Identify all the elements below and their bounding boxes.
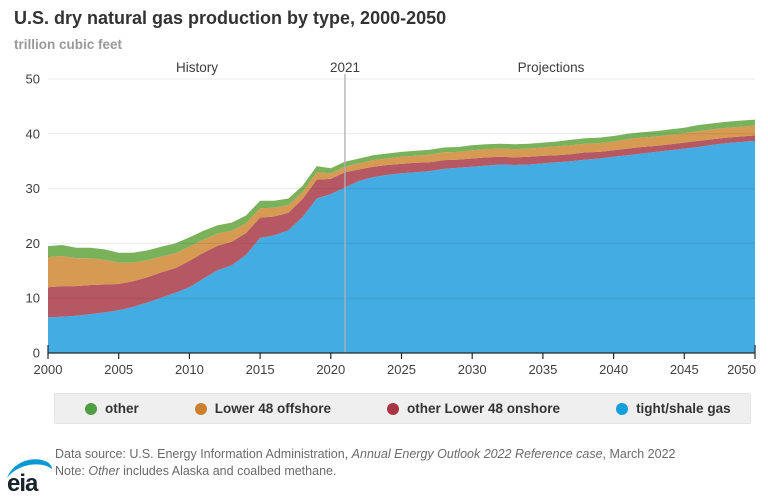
data-source-text: Data source: U.S. Energy Information Adm…	[55, 447, 352, 461]
legend-label: other Lower 48 onshore	[407, 401, 561, 416]
lower-48-offshore-legend-dot	[194, 402, 207, 415]
chart-legend: other Lower 48 offshore other Lower 48 o…	[54, 393, 751, 424]
note-italic: Other	[88, 464, 120, 478]
y-tick-label: 50	[26, 72, 40, 87]
data-source-suffix: , March 2022	[602, 447, 676, 461]
y-tick-label: 0	[33, 346, 40, 361]
history-zone-label: History	[175, 60, 219, 75]
note-suffix: includes Alaska and coalbed methane.	[119, 464, 337, 478]
x-tick-label: 2035	[528, 362, 557, 377]
eia-logo-text: eia	[7, 470, 39, 494]
x-tick-label: 2005	[104, 362, 133, 377]
projections-zone-label: Projections	[517, 60, 585, 75]
y-axis-labels: 0 10 20 30 40 50	[26, 72, 40, 361]
eia-logo-swoosh	[7, 459, 52, 478]
data-source-italic: Annual Energy Outlook 2022 Reference cas…	[351, 447, 603, 461]
footer-text: Data source: U.S. Energy Information Adm…	[55, 446, 733, 480]
x-tick-label: 2025	[387, 362, 416, 377]
legend-item-lower-48-offshore: Lower 48 offshore	[194, 401, 332, 416]
legend-label: tight/shale gas	[636, 401, 731, 416]
y-tick-label: 40	[26, 126, 40, 141]
area-other-lower-48-onshore	[48, 135, 755, 318]
x-tick-label: 2030	[458, 362, 487, 377]
legend-item-tight-shale-gas: tight/shale gas	[616, 401, 731, 416]
x-tick-label: 2010	[175, 362, 204, 377]
tight-shale-gas-legend-dot	[616, 402, 629, 415]
x-axis: 2000 2005 2010 2015 2020 2025 2030 2035 2040 2045…	[34, 345, 756, 377]
x-tick-label: 2050	[727, 362, 756, 377]
y-tick-label: 20	[26, 236, 40, 251]
gridlines	[48, 78, 755, 299]
area-other	[48, 119, 755, 263]
legend-label: Lower 48 offshore	[214, 401, 332, 416]
legend-item-other-lower-48-onshore: other Lower 48 onshore	[387, 401, 560, 416]
chart-units-label: trillion cubic feet	[14, 37, 123, 52]
legend-item-other: other	[85, 401, 139, 416]
x-tick-label: 2020	[316, 362, 345, 377]
note-text: Note:	[55, 464, 89, 478]
y-tick-label: 30	[26, 181, 40, 196]
x-tick-label: 2040	[599, 362, 628, 377]
area-lower-48-offshore	[48, 125, 755, 288]
other-lower-48-onshore-legend-dot	[387, 402, 400, 415]
page-title: U.S. dry natural gas production by type,…	[14, 8, 447, 28]
x-tick-label: 2000	[34, 362, 63, 377]
other-legend-dot	[85, 402, 97, 415]
legend-label: other	[105, 401, 139, 416]
x-tick-label: 2045	[670, 362, 699, 377]
y-tick-label: 10	[26, 291, 40, 306]
divider-year-label: 2021	[329, 60, 361, 75]
eia-logo: eia	[7, 459, 52, 494]
area-tight-shale-gas	[48, 140, 755, 353]
x-tick-label: 2015	[246, 362, 275, 377]
